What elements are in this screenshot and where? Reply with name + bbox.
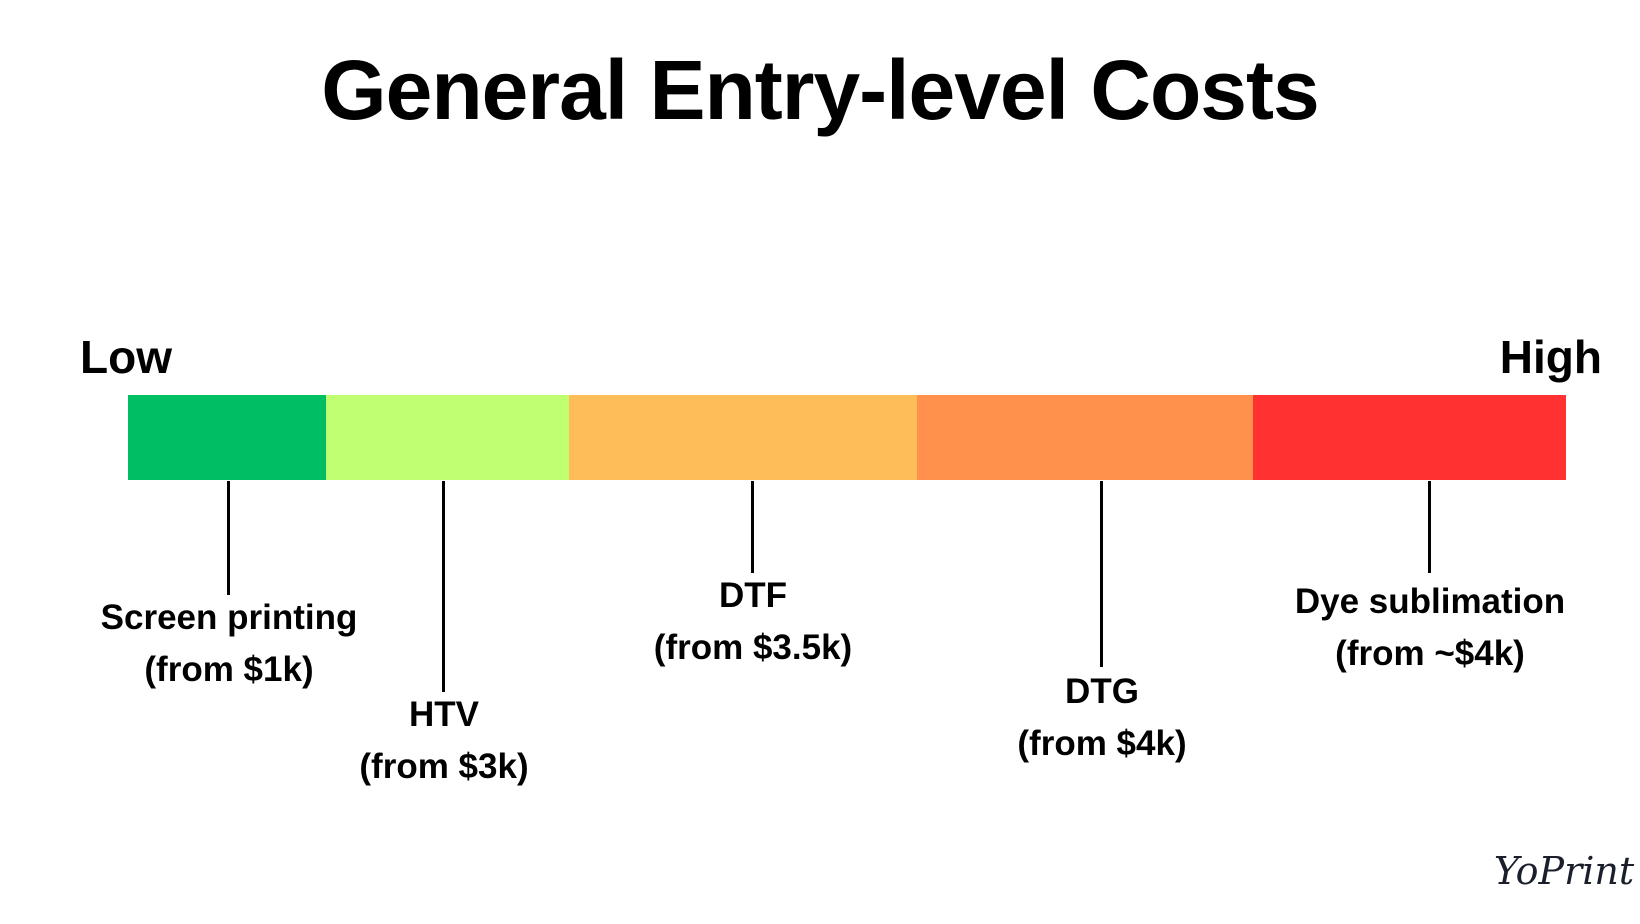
method-name: DTG [1065, 672, 1139, 711]
yoprint-logo: YoPrint [1494, 849, 1635, 893]
leader-line-dye-sublimation [1428, 481, 1431, 573]
cost-scale-bar [128, 395, 1566, 480]
method-name: HTV [409, 695, 479, 734]
method-dtf: DTF (from $3.5k) [654, 570, 852, 674]
method-dtg: DTG (from $4k) [1017, 666, 1186, 770]
logo-text: YoPrint [1494, 849, 1635, 893]
high-label: High [1499, 331, 1602, 383]
segment-green [128, 395, 326, 480]
method-dye-sublimation: Dye sublimation (from ~$4k) [1295, 576, 1565, 680]
segment-light-orange [569, 395, 917, 480]
segment-orange [917, 395, 1253, 480]
method-name: DTF [718, 576, 788, 615]
method-cost: (from $3.5k) [653, 628, 853, 667]
method-cost: (from $3k) [359, 747, 529, 786]
low-label: Low [80, 331, 172, 383]
segment-light-green [326, 395, 569, 480]
segment-red [1253, 395, 1566, 480]
method-cost: (from $4k) [1017, 724, 1187, 763]
leader-line-htv [442, 481, 445, 692]
method-cost: (from $1k) [144, 650, 314, 689]
page-title: General Entry-level Costs [321, 43, 1319, 137]
leader-line-screen-printing [227, 481, 230, 595]
leader-line-dtf [751, 481, 754, 573]
method-name: Screen printing [100, 598, 358, 637]
leader-line-dtg [1100, 481, 1103, 667]
method-htv: HTV (from $3k) [359, 689, 528, 793]
method-name: Dye sublimation [1294, 582, 1566, 621]
method-screen-printing: Screen printing (from $1k) [101, 592, 358, 696]
method-cost: (from ~$4k) [1335, 634, 1525, 673]
